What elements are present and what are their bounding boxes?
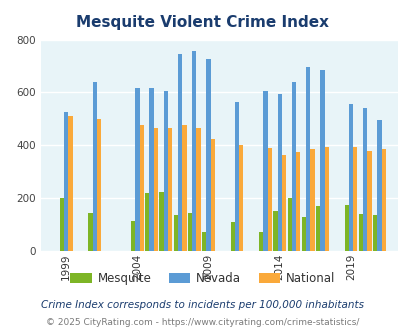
Bar [206,59,210,251]
Bar [149,88,153,251]
Bar [281,154,286,251]
Bar [362,108,367,251]
Bar [196,128,200,251]
Bar [159,191,163,251]
Bar [239,145,243,251]
Bar [263,91,267,251]
Bar [301,216,305,251]
Bar [153,128,158,251]
Bar [305,67,309,251]
Bar [367,150,371,251]
Bar [267,148,271,251]
Legend: Mesquite, Nevada, National: Mesquite, Nevada, National [66,268,339,290]
Bar [309,149,314,251]
Bar [277,94,281,251]
Bar [381,149,385,251]
Bar [295,152,300,251]
Bar [234,102,239,251]
Bar [372,215,376,251]
Bar [64,112,68,251]
Bar [92,82,96,251]
Bar [320,70,324,251]
Bar [168,128,172,251]
Bar [192,51,196,251]
Bar [202,232,206,251]
Bar [344,205,348,251]
Bar [348,104,352,251]
Bar [273,211,277,251]
Bar [352,147,356,251]
Bar [315,206,320,251]
Bar [291,82,295,251]
Bar [173,215,177,251]
Bar [96,119,101,251]
Bar [60,198,64,251]
Text: © 2025 CityRating.com - https://www.cityrating.com/crime-statistics/: © 2025 CityRating.com - https://www.city… [46,318,359,327]
Bar [230,222,234,251]
Bar [68,116,72,251]
Bar [135,88,139,251]
Text: Crime Index corresponds to incidents per 100,000 inhabitants: Crime Index corresponds to incidents per… [41,300,364,310]
Bar [258,232,263,251]
Bar [210,139,214,251]
Bar [139,125,143,251]
Text: Mesquite Violent Crime Index: Mesquite Violent Crime Index [76,15,329,30]
Bar [324,147,328,251]
Bar [88,213,92,251]
Bar [287,198,291,251]
Bar [145,193,149,251]
Bar [188,213,192,251]
Bar [376,120,381,251]
Bar [131,220,135,251]
Bar [163,91,168,251]
Bar [177,54,182,251]
Bar [358,214,362,251]
Bar [182,125,186,251]
